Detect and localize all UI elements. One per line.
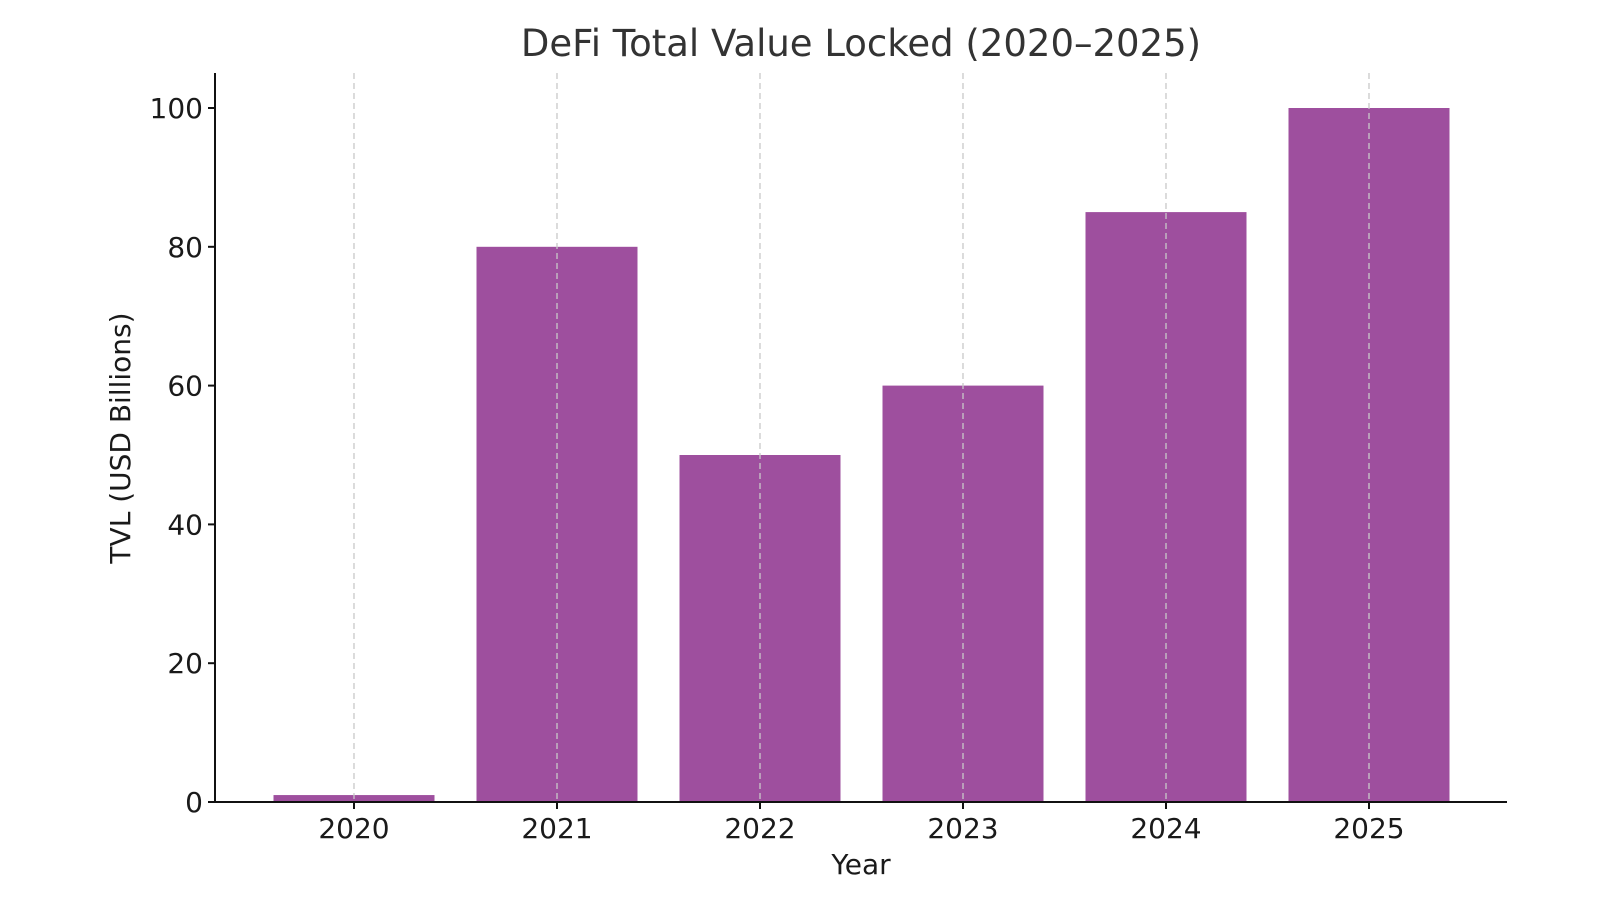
y-tick-label-60: 60 [167,370,203,403]
y-tick-label-40: 40 [167,508,203,541]
y-axis-label: TVL (USD Billions) [104,312,137,564]
x-tick-label-2022: 2022 [724,812,795,845]
y-ticks: 0 20 40 60 80 100 [150,92,215,819]
x-axis-label: Year [830,848,891,881]
bars [273,108,1450,803]
chart-title: DeFi Total Value Locked (2020–2025) [521,22,1201,65]
x-tick-label-2023: 2023 [927,812,998,845]
y-tick-label-80: 80 [167,231,203,264]
y-tick-label-100: 100 [150,92,203,125]
y-tick-label-20: 20 [167,647,203,680]
y-tick-label-0: 0 [185,786,203,819]
grid-lines [353,73,1370,802]
x-tick-label-2025: 2025 [1333,812,1404,845]
axes [214,73,1507,803]
x-tick-label-2020: 2020 [318,812,389,845]
x-tick-label-2024: 2024 [1130,812,1201,845]
x-tick-label-2021: 2021 [521,812,592,845]
x-ticks: 2020 2021 2022 2023 2024 2025 [318,802,1405,845]
